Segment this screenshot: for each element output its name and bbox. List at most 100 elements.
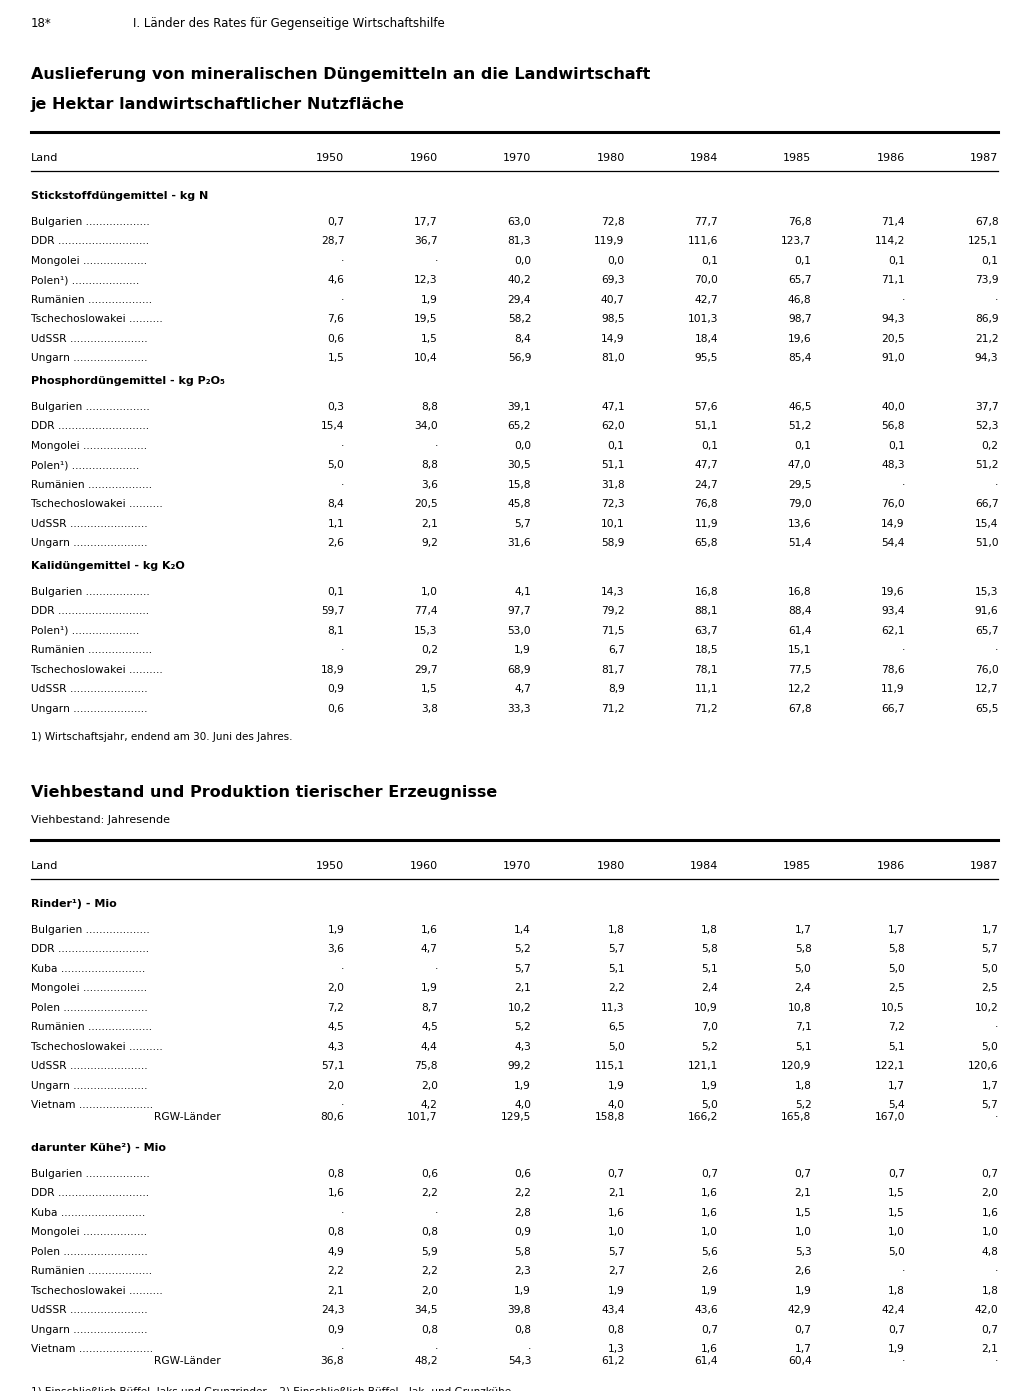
Text: 1) Einschließlich Büffel, Jaks und Grunzrinder. - 2) Einschließlich Büffel-, Jak: 1) Einschließlich Büffel, Jaks und Grunz… — [31, 1387, 514, 1391]
Text: 36,7: 36,7 — [414, 236, 438, 246]
Text: 20,5: 20,5 — [414, 499, 438, 509]
Text: 1,4: 1,4 — [514, 925, 531, 935]
Text: 1,5: 1,5 — [328, 353, 344, 363]
Text: 5,1: 5,1 — [608, 964, 625, 974]
Text: 4,6: 4,6 — [328, 275, 344, 285]
Text: 166,2: 166,2 — [688, 1111, 718, 1123]
Text: 2,1: 2,1 — [982, 1344, 998, 1355]
Text: 95,5: 95,5 — [694, 353, 718, 363]
Text: Bulgarien ...................: Bulgarien ................... — [31, 925, 150, 935]
Text: 5,2: 5,2 — [514, 944, 531, 954]
Text: ·: · — [434, 1207, 438, 1219]
Text: 5,0: 5,0 — [982, 964, 998, 974]
Text: 15,1: 15,1 — [788, 645, 811, 655]
Text: UdSSR .......................: UdSSR ....................... — [31, 1061, 147, 1071]
Text: 4,5: 4,5 — [421, 1022, 438, 1032]
Text: Tschechoslowakei ..........: Tschechoslowakei .......... — [31, 314, 163, 324]
Text: 37,7: 37,7 — [975, 402, 998, 412]
Text: 99,2: 99,2 — [508, 1061, 531, 1071]
Text: Land: Land — [31, 861, 58, 871]
Text: 75,8: 75,8 — [415, 1061, 438, 1071]
Text: 71,2: 71,2 — [601, 704, 625, 714]
Text: 111,6: 111,6 — [688, 236, 718, 246]
Text: 43,6: 43,6 — [694, 1305, 718, 1316]
Text: 1950: 1950 — [316, 861, 344, 871]
Text: 65,7: 65,7 — [975, 626, 998, 636]
Text: 29,5: 29,5 — [788, 480, 811, 490]
Text: 1970: 1970 — [503, 153, 531, 163]
Text: 0,1: 0,1 — [888, 441, 905, 451]
Text: 0,0: 0,0 — [514, 256, 531, 266]
Text: 12,3: 12,3 — [414, 275, 438, 285]
Text: 24,3: 24,3 — [321, 1305, 344, 1316]
Text: 0,8: 0,8 — [607, 1324, 625, 1335]
Text: 0,9: 0,9 — [328, 1324, 344, 1335]
Text: 5,7: 5,7 — [608, 944, 625, 954]
Text: 3,6: 3,6 — [328, 944, 344, 954]
Text: 47,1: 47,1 — [601, 402, 625, 412]
Text: 5,4: 5,4 — [888, 1100, 905, 1110]
Text: 5,0: 5,0 — [608, 1042, 625, 1052]
Text: 30,5: 30,5 — [508, 460, 531, 470]
Text: 51,2: 51,2 — [788, 421, 811, 431]
Text: 10,8: 10,8 — [787, 1003, 811, 1013]
Text: 54,3: 54,3 — [508, 1356, 531, 1366]
Text: Bulgarien ...................: Bulgarien ................... — [31, 587, 150, 597]
Text: 6,7: 6,7 — [608, 645, 625, 655]
Text: 0,2: 0,2 — [981, 441, 998, 451]
Text: 46,5: 46,5 — [788, 402, 811, 412]
Text: 18,5: 18,5 — [694, 645, 718, 655]
Text: Viehbestand: Jahresende: Viehbestand: Jahresende — [31, 815, 170, 825]
Text: 0,7: 0,7 — [701, 1168, 718, 1180]
Text: DDR ...........................: DDR ........................... — [31, 421, 148, 431]
Text: 4,9: 4,9 — [328, 1246, 344, 1257]
Text: 115,1: 115,1 — [594, 1061, 625, 1071]
Text: ·: · — [341, 1344, 344, 1355]
Text: 122,1: 122,1 — [874, 1061, 905, 1071]
Text: Ungarn ......................: Ungarn ...................... — [31, 1324, 147, 1335]
Text: 42,7: 42,7 — [694, 295, 718, 305]
Text: 10,1: 10,1 — [601, 519, 625, 529]
Text: 5,0: 5,0 — [888, 1246, 905, 1257]
Text: 15,3: 15,3 — [975, 587, 998, 597]
Text: 40,7: 40,7 — [601, 295, 625, 305]
Text: Tschechoslowakei ..........: Tschechoslowakei .......... — [31, 499, 163, 509]
Text: 51,0: 51,0 — [975, 538, 998, 548]
Text: 0,2: 0,2 — [421, 645, 438, 655]
Text: DDR ...........................: DDR ........................... — [31, 606, 148, 616]
Text: 1,7: 1,7 — [888, 1081, 905, 1091]
Text: 0,7: 0,7 — [795, 1324, 811, 1335]
Text: darunter Kühe²) - Mio: darunter Kühe²) - Mio — [31, 1142, 166, 1153]
Text: 1,7: 1,7 — [795, 1344, 811, 1355]
Text: Rumänien ...................: Rumänien ................... — [31, 645, 152, 655]
Text: Polen .........................: Polen ......................... — [31, 1003, 147, 1013]
Text: 4,7: 4,7 — [421, 944, 438, 954]
Text: 4,3: 4,3 — [328, 1042, 344, 1052]
Text: 28,7: 28,7 — [321, 236, 344, 246]
Text: 11,1: 11,1 — [694, 684, 718, 694]
Text: ·: · — [434, 441, 438, 451]
Text: 1,6: 1,6 — [328, 1188, 344, 1199]
Text: 98,7: 98,7 — [787, 314, 811, 324]
Text: ·: · — [341, 645, 344, 655]
Text: ·: · — [341, 441, 344, 451]
Text: 2,1: 2,1 — [328, 1285, 344, 1296]
Text: 2,1: 2,1 — [608, 1188, 625, 1199]
Text: 56,8: 56,8 — [882, 421, 905, 431]
Text: 1,8: 1,8 — [608, 925, 625, 935]
Text: 4,0: 4,0 — [607, 1100, 625, 1110]
Text: 5,7: 5,7 — [514, 519, 531, 529]
Text: 51,1: 51,1 — [694, 421, 718, 431]
Text: 42,4: 42,4 — [882, 1305, 905, 1316]
Text: Ungarn ......................: Ungarn ...................... — [31, 353, 147, 363]
Text: 1,8: 1,8 — [795, 1081, 811, 1091]
Text: 1,9: 1,9 — [888, 1344, 905, 1355]
Text: 63,0: 63,0 — [508, 217, 531, 227]
Text: 79,2: 79,2 — [601, 606, 625, 616]
Text: 10,9: 10,9 — [694, 1003, 718, 1013]
Text: 0,1: 0,1 — [795, 441, 811, 451]
Text: 1,5: 1,5 — [795, 1207, 811, 1219]
Text: 4,7: 4,7 — [514, 684, 531, 694]
Text: 1980: 1980 — [596, 861, 625, 871]
Text: 1,7: 1,7 — [888, 925, 905, 935]
